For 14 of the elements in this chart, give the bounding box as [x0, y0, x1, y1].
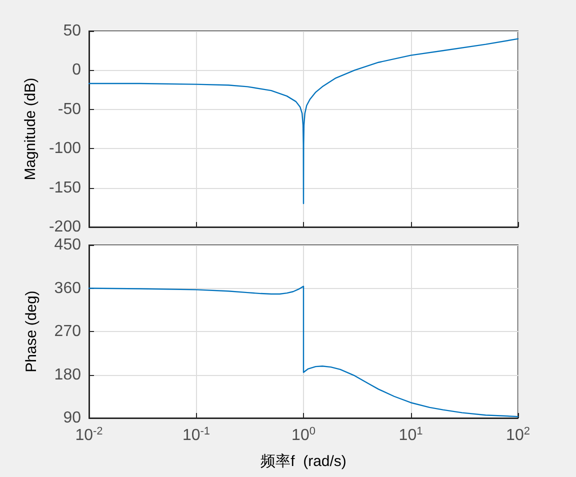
y-tick-label: 360	[54, 280, 82, 297]
x-axis-title: 频率f (rad/s)	[260, 453, 346, 470]
y-tick-label: -50	[58, 100, 82, 118]
y-axis-title: Phase (deg)	[23, 290, 40, 372]
y-tick-label: 450	[54, 236, 82, 254]
y-tick-label: 180	[54, 366, 82, 384]
y-tick-label: 50	[63, 22, 82, 40]
y-tick-label: -200	[48, 218, 82, 236]
y-tick-label: -150	[48, 179, 82, 196]
y-tick-label: 90	[63, 410, 82, 426]
y-tick-label: 270	[54, 323, 82, 340]
y-tick-label: 0	[72, 62, 82, 79]
y-tick-label: -100	[48, 140, 82, 158]
y-axis-title: Magnitude (dB)	[22, 78, 40, 180]
